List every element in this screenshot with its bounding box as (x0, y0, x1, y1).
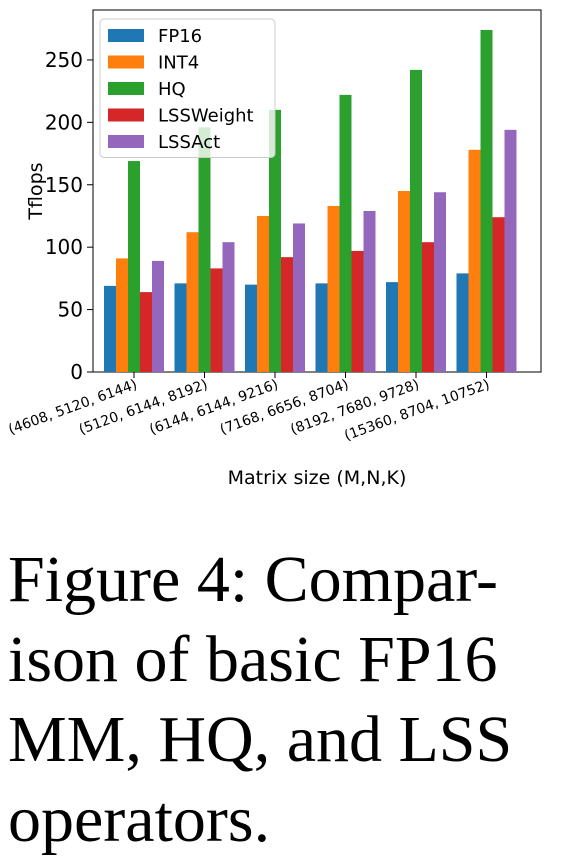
bar-lssweight-0 (140, 292, 152, 372)
legend-swatch-int4 (108, 55, 144, 69)
y-tick-label: 0 (70, 360, 83, 384)
bar-fp16-1 (174, 283, 187, 372)
x-axis-label: Matrix size (M,N,K) (228, 467, 407, 489)
legend-swatch-hq (108, 82, 144, 95)
bar-lssact-1 (222, 242, 235, 372)
bar-lssact-5 (504, 129, 517, 372)
bar-hq-3 (339, 94, 352, 373)
bar-lssweight-5 (492, 217, 505, 372)
bar-lssweight-3 (351, 250, 364, 372)
bar-lssact-4 (434, 192, 446, 372)
legend-label-lssweight: LSSWeight (158, 106, 254, 127)
bar-int4-1 (186, 232, 199, 372)
legend-label-int4: INT4 (158, 53, 199, 74)
y-axis-label: Tflops (25, 162, 47, 220)
bar-hq-0 (128, 161, 140, 372)
bar-hq-1 (198, 127, 211, 373)
y-tick-label: 150 (45, 173, 83, 197)
bar-fp16-3 (315, 283, 328, 372)
bar-int4-2 (257, 215, 269, 372)
legend-label-fp16: FP16 (158, 26, 202, 47)
bar-fp16-0 (104, 285, 116, 372)
bar-int4-4 (398, 191, 410, 372)
y-tick-label: 250 (45, 48, 83, 72)
y-tick-label: 100 (45, 235, 83, 259)
y-tick-label: 200 (45, 110, 83, 134)
legend-swatch-lssact (108, 135, 144, 148)
bar-lssweight-1 (210, 268, 223, 372)
bar-int4-3 (327, 205, 340, 372)
bar-hq-2 (269, 109, 281, 373)
bar-lssweight-4 (422, 242, 434, 372)
bars-layer (104, 29, 517, 373)
legend-label-lssact: LSSAct (158, 132, 220, 153)
legend-swatch-fp16 (108, 29, 144, 42)
y-axis-ticks: 0 50 100 150 200 250 (45, 48, 93, 384)
legend-frame (99, 18, 276, 158)
legend: FP16 INT4 HQ LSSWeight LSSAct (99, 18, 276, 158)
y-tick-label: 50 (58, 298, 83, 322)
bar-fp16-4 (386, 282, 398, 372)
legend-swatch-lssweight (108, 108, 144, 122)
bar-hq-5 (480, 29, 493, 373)
bar-fp16-5 (456, 273, 469, 372)
bar-fp16-2 (245, 284, 257, 372)
bar-lssact-2 (293, 223, 305, 372)
bar-int4-0 (116, 258, 128, 372)
figure-caption: Figure 4: Compar- ison of basic FP16 MM,… (8, 543, 513, 856)
bar-lssweight-2 (281, 257, 293, 372)
bar-int4-5 (468, 149, 481, 372)
bar-lssact-3 (363, 210, 376, 372)
legend-label-hq: HQ (158, 79, 186, 100)
bar-lssact-0 (152, 260, 164, 372)
bar-hq-4 (410, 69, 422, 373)
